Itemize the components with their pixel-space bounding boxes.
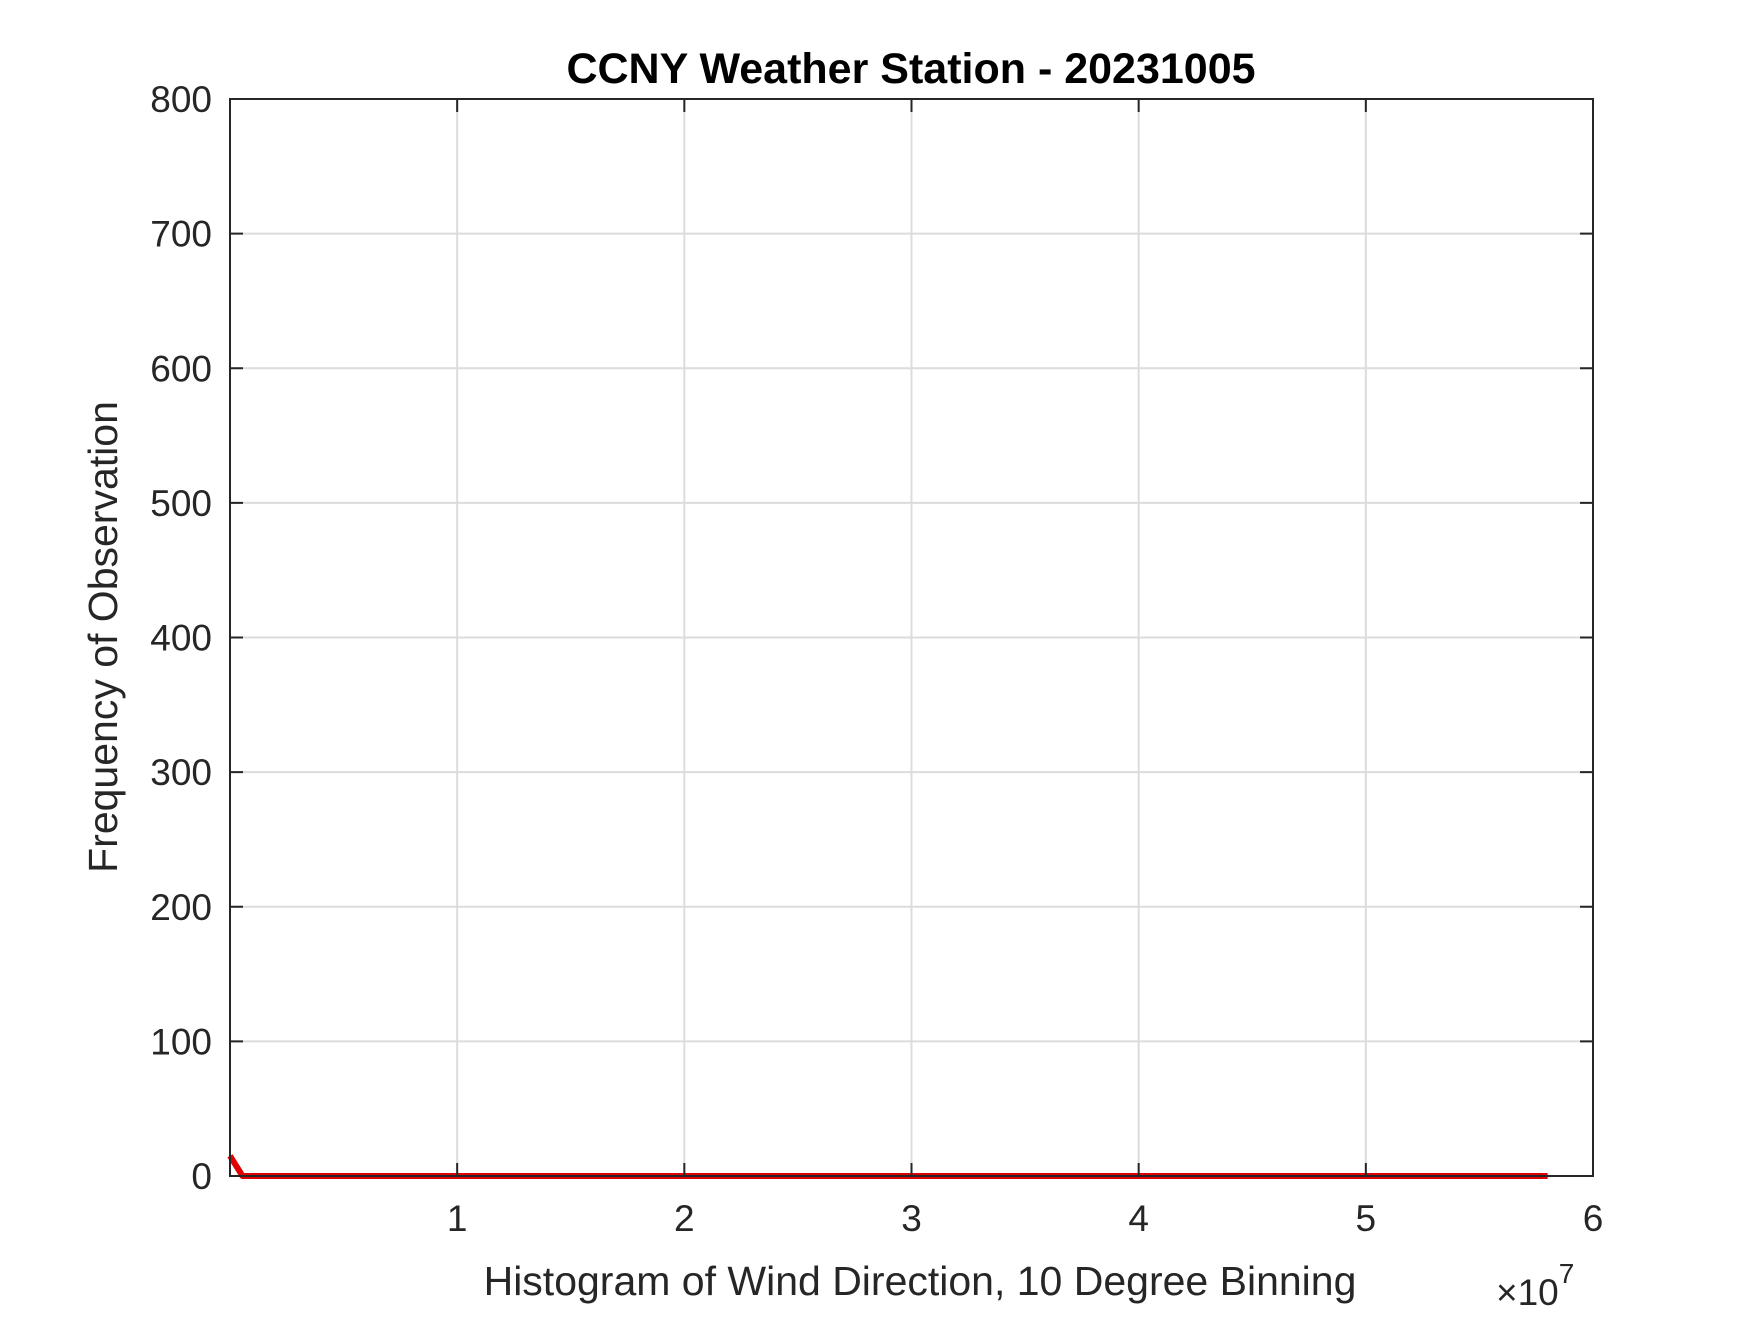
x-tick-label: 1 — [447, 1198, 468, 1239]
y-tick-label: 200 — [150, 887, 212, 928]
y-tick-label: 500 — [150, 483, 212, 524]
x-tick-label: 6 — [1583, 1198, 1604, 1239]
y-tick-label: 100 — [150, 1021, 212, 1062]
x-multiplier-label: ×107 — [1496, 1258, 1574, 1313]
y-tick-label: 800 — [150, 79, 212, 120]
x-multiplier-base: ×10 — [1496, 1272, 1559, 1313]
y-tick-label: 600 — [150, 348, 212, 389]
x-tick-label: 3 — [901, 1198, 922, 1239]
tick-layer: 0 100 200 300 400 500 600 700 800 1 2 3 4 5 6 — [150, 79, 1603, 1239]
x-tick-label: 4 — [1128, 1198, 1149, 1239]
grid-layer — [230, 99, 1593, 1176]
y-axis-label: Frequency of Observation — [80, 401, 126, 873]
x-tick-label: 5 — [1356, 1198, 1377, 1239]
x-axis-label: Histogram of Wind Direction, 10 Degree B… — [484, 1258, 1357, 1304]
x-multiplier-exponent: 7 — [1559, 1258, 1575, 1289]
y-tick-label: 0 — [191, 1156, 212, 1197]
x-tick-label: 2 — [674, 1198, 695, 1239]
chart-title: CCNY Weather Station - 20231005 — [566, 45, 1255, 93]
y-tick-label: 700 — [150, 214, 212, 255]
y-tick-label: 400 — [150, 618, 212, 659]
y-tick-label: 300 — [150, 752, 212, 793]
